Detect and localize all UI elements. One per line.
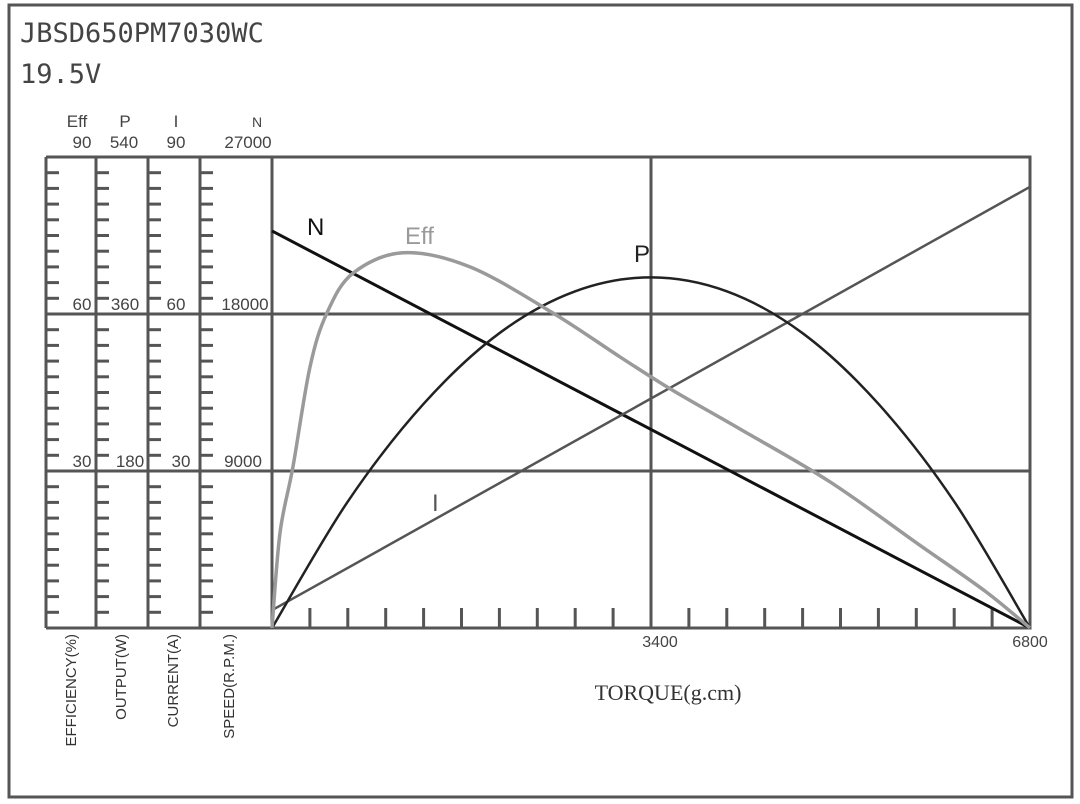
- y-axis-header-eff: Eff: [67, 112, 88, 131]
- y-tick-label: 360: [111, 295, 139, 314]
- y-tick-label: 60: [167, 295, 186, 314]
- chart-title: JBSD650PM7030WC: [20, 18, 264, 49]
- series-label-eff: Eff: [405, 223, 434, 250]
- y-tick-label: 90: [167, 133, 186, 152]
- y-axis-header-i: I: [174, 112, 179, 131]
- y-tick-label: 180: [116, 452, 144, 471]
- series-line-n: [271, 229, 1031, 630]
- series-line-eff: [270, 250, 1032, 630]
- series-layer: [270, 185, 1032, 630]
- y-tick-label: 540: [110, 133, 138, 152]
- y-axis-label-p: OUTPUT(W): [113, 634, 130, 720]
- y-axis-label-i: CURRENT(A): [165, 634, 182, 727]
- x-tick-label: 3400: [642, 634, 678, 651]
- axes-layer: [44, 155, 1032, 630]
- y-tick-label: 90: [73, 133, 92, 152]
- series-line-i: [271, 185, 1031, 612]
- y-axis-label-n: SPEED(R.P.M.): [221, 634, 238, 739]
- y-tick-label: 9000: [224, 452, 262, 471]
- series-label-p: P: [634, 241, 650, 268]
- series-line-p: [270, 276, 1032, 629]
- x-axis-label: TORQUE(g.cm): [595, 680, 742, 705]
- series-label-i: I: [432, 490, 439, 517]
- chart-subtitle: 19.5V: [20, 59, 101, 90]
- y-tick-label: 18000: [221, 295, 268, 314]
- x-tick-label: 6800: [1012, 634, 1048, 651]
- y-axis-label-eff: EFFICIENCY(%): [63, 634, 80, 747]
- y-tick-label: 60: [73, 295, 92, 314]
- labels-layer: Eff 90 60 30 EFFICIENCY(%) P 540 360 180 OUTPUT(W…: [63, 112, 1048, 747]
- series-label-n: N: [307, 214, 324, 241]
- y-tick-label: 30: [73, 452, 92, 471]
- y-axis-header-n: N: [252, 114, 262, 130]
- y-axis-header-p: P: [119, 112, 130, 131]
- y-tick-label: 27000: [224, 133, 271, 152]
- y-tick-label: 30: [172, 452, 191, 471]
- outer-frame: [7, 3, 1074, 799]
